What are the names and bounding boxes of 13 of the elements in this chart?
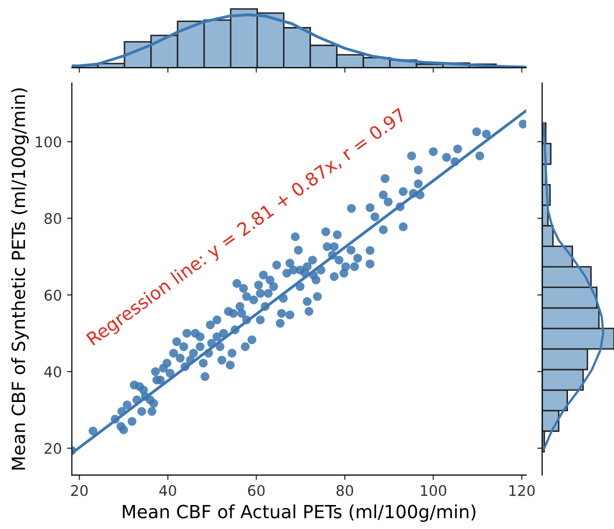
y-tick-label: 80 (44, 213, 62, 224)
x-tick-label: 80 (336, 485, 354, 496)
x-tick-label: 120 (509, 485, 535, 496)
y-axis-title: Mean CBF of Synthetic PETs (ml/100g/min) (11, 88, 29, 470)
x-tick-label: 60 (248, 485, 265, 496)
x-axis-title: Mean CBF of Actual PETs (ml/100g/min) (122, 504, 476, 522)
x-tick-label: 40 (159, 485, 176, 496)
x-tick-label: 100 (420, 485, 446, 496)
y-tick-label: 20 (44, 442, 62, 454)
y-tick-label: 60 (44, 290, 62, 301)
y-tick-label: 100 (36, 136, 62, 148)
x-tick-label: 20 (71, 485, 88, 496)
y-tick-label: 40 (44, 366, 62, 378)
